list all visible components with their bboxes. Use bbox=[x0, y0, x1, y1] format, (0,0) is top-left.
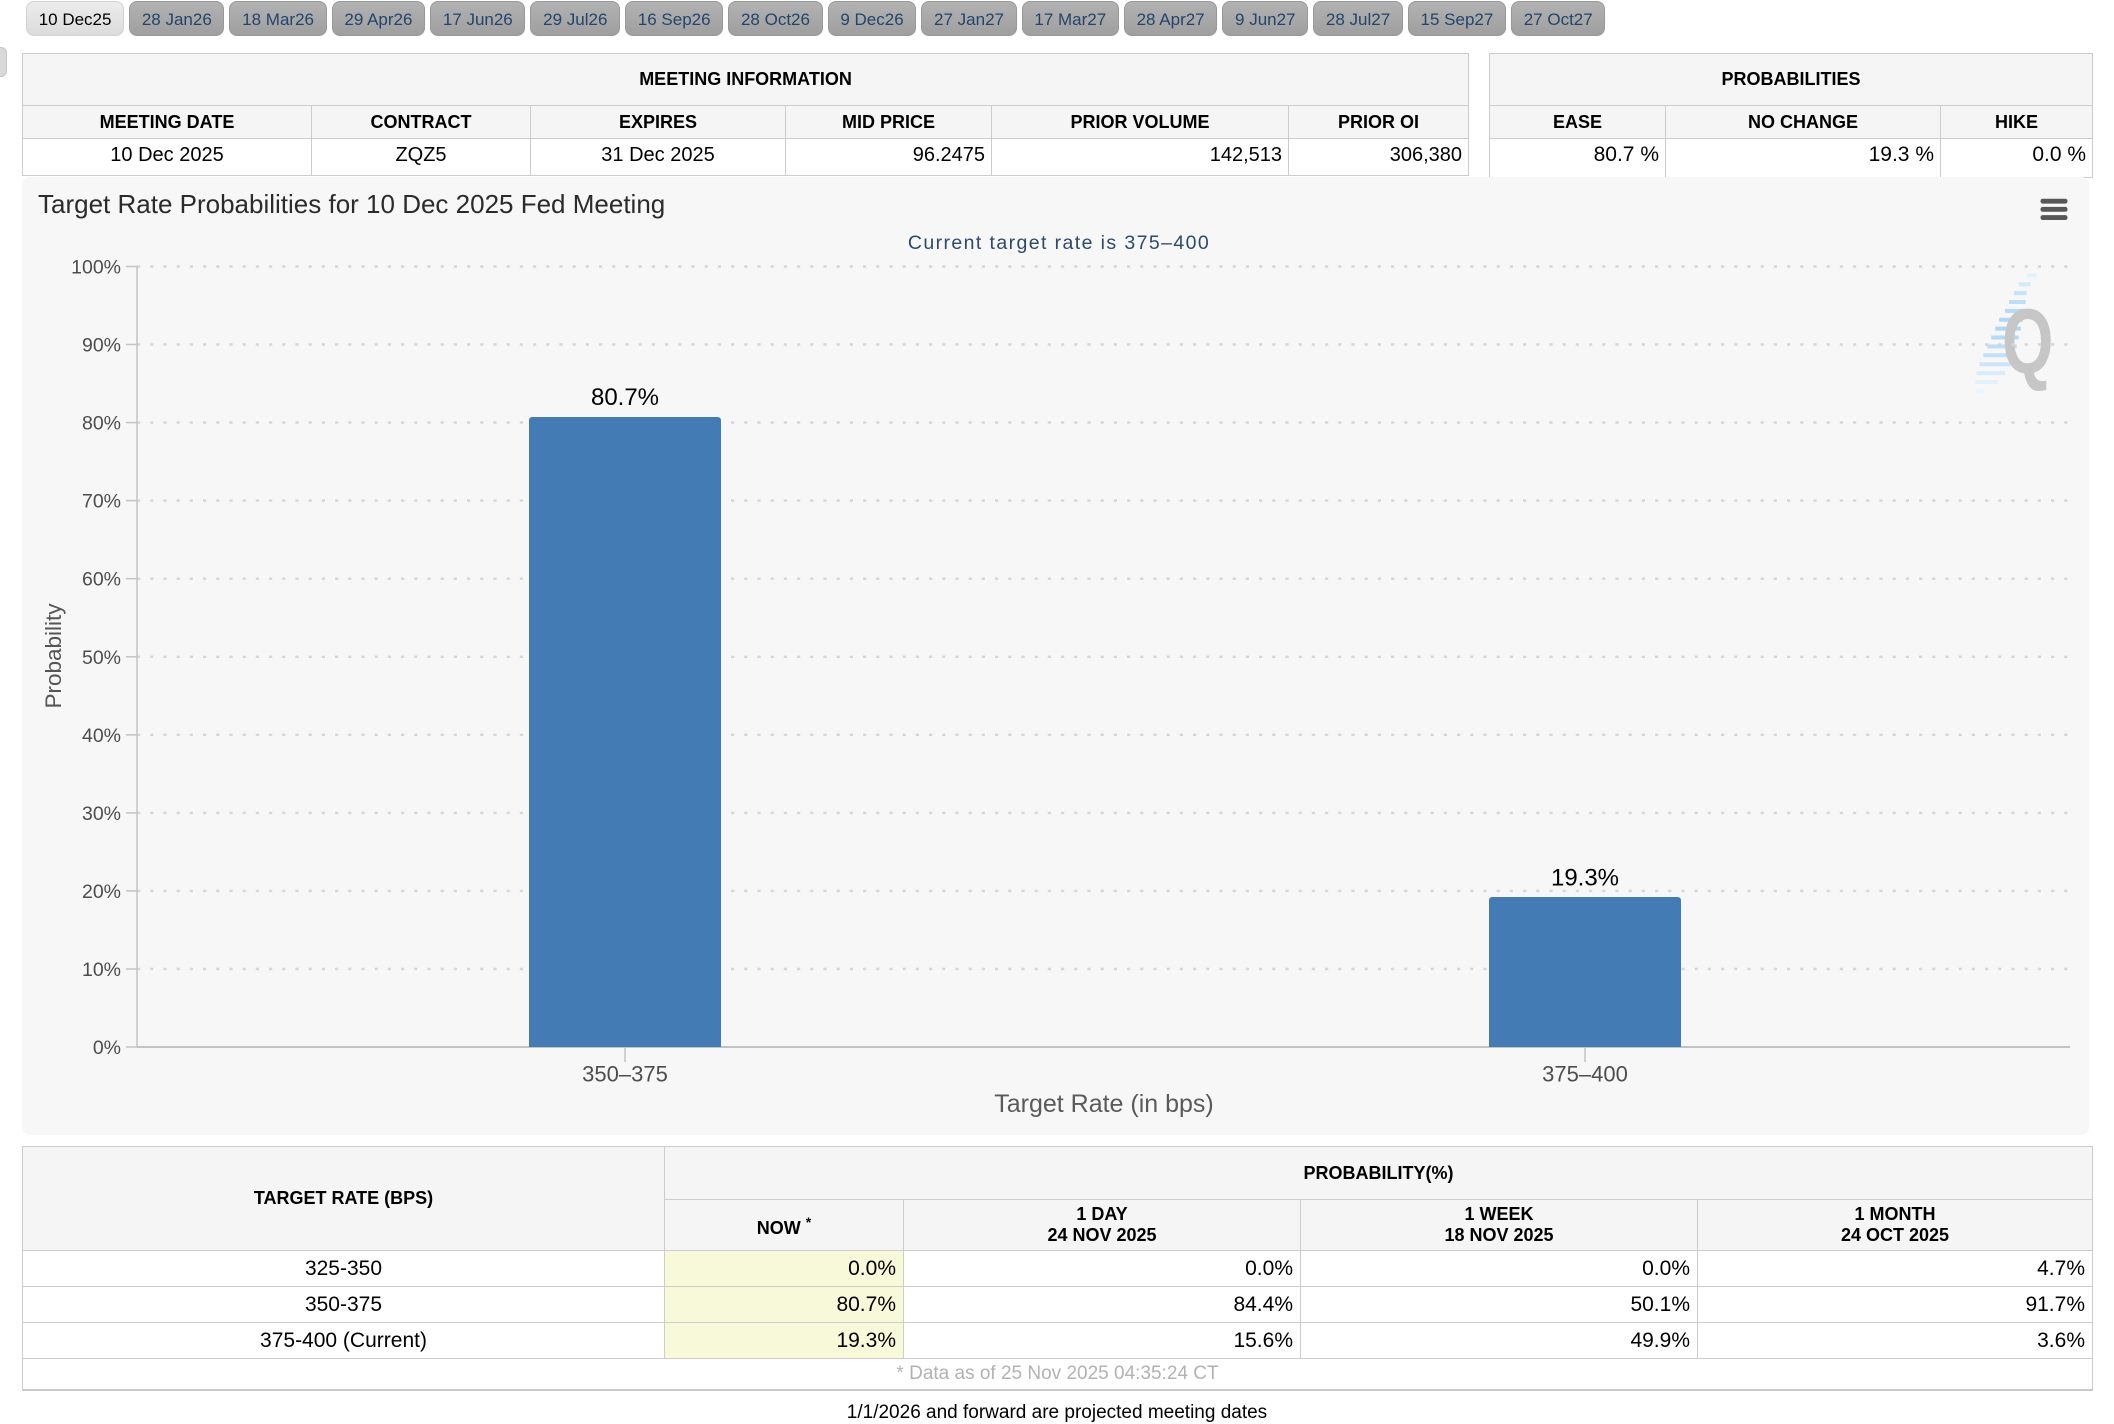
svg-text:Probability: Probability bbox=[41, 603, 66, 709]
svg-text:80.7%: 80.7% bbox=[591, 384, 659, 411]
svg-text:Target Rate (in bps): Target Rate (in bps) bbox=[994, 1090, 1214, 1118]
svg-text:80%: 80% bbox=[82, 413, 121, 435]
svg-text:350–375: 350–375 bbox=[582, 1062, 668, 1087]
svg-text:Target Rate Probabilities for: Target Rate Probabilities for 10 Dec 202… bbox=[38, 189, 665, 219]
svg-text:70%: 70% bbox=[82, 491, 121, 513]
svg-text:40%: 40% bbox=[82, 725, 121, 747]
svg-text:375–400: 375–400 bbox=[1542, 1062, 1628, 1087]
svg-text:90%: 90% bbox=[82, 335, 121, 357]
svg-text:Q: Q bbox=[2002, 289, 2054, 392]
svg-text:20%: 20% bbox=[82, 881, 121, 903]
svg-text:Current target rate is 375–400: Current target rate is 375–400 bbox=[908, 232, 1210, 254]
svg-text:60%: 60% bbox=[82, 569, 121, 591]
svg-text:19.3%: 19.3% bbox=[1551, 865, 1619, 892]
svg-text:50%: 50% bbox=[82, 647, 121, 669]
svg-text:0%: 0% bbox=[93, 1037, 121, 1059]
svg-text:100%: 100% bbox=[71, 257, 121, 279]
svg-text:30%: 30% bbox=[82, 803, 121, 825]
svg-text:10%: 10% bbox=[82, 959, 121, 981]
